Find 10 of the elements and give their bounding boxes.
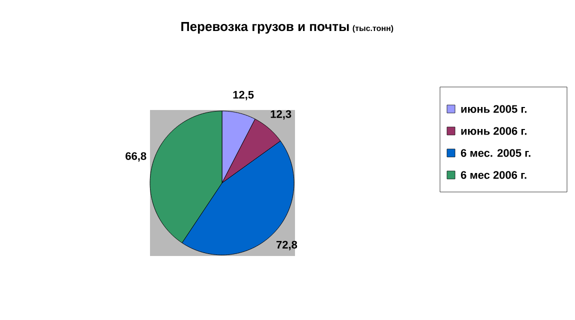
legend-label: июнь 2005 г. xyxy=(461,105,526,113)
data-label: 66,8 xyxy=(126,152,146,162)
legend-label: июнь 2006 г. xyxy=(461,127,526,135)
chart-subtitle: (тыс.тонн) xyxy=(352,25,394,33)
legend-label: 6 мес. 2005 г. xyxy=(460,149,530,157)
data-label: 72,8 xyxy=(276,240,298,250)
chart-title: Перевозка грузов и почты xyxy=(181,22,349,34)
legend-label: 6 мес 2006 г. xyxy=(460,171,526,179)
data-label: 12,5 xyxy=(233,90,254,100)
data-label: 12,3 xyxy=(270,110,292,120)
